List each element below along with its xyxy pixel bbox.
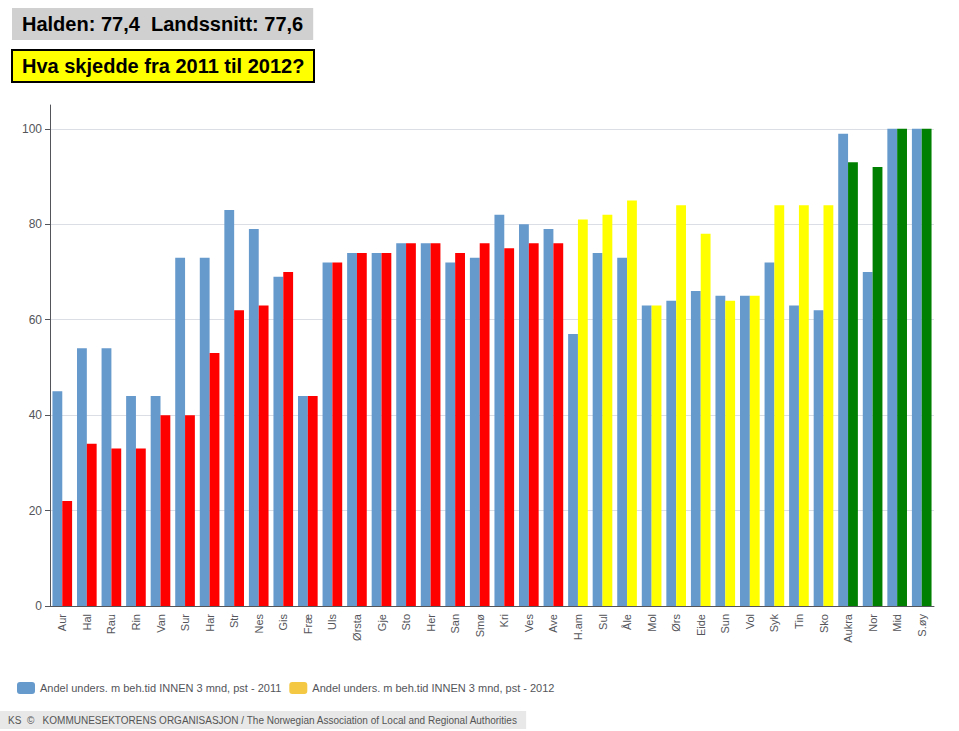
svg-text:Syk: Syk [768,614,780,633]
svg-text:Hva skjedde fra 2011 til 2012?: Hva skjedde fra 2011 til 2012? [22,55,304,77]
svg-text:Sur: Sur [179,614,191,631]
svg-text:Ørsta: Ørsta [351,613,363,641]
svg-text:Gje: Gje [376,614,388,631]
svg-text:Van: Van [155,614,167,633]
svg-text:Halden: 77,4 Landssnitt: 77,6: Halden: 77,4 Landssnitt: 77,6 [22,13,303,35]
svg-text:80: 80 [29,217,43,231]
svg-text:San: San [449,614,461,634]
svg-text:Nes: Nes [253,614,265,634]
svg-text:Uls: Uls [326,614,338,630]
svg-text:Gis: Gis [277,614,289,631]
svg-text:Kri: Kri [498,614,510,627]
svg-text:Sko: Sko [818,614,830,633]
svg-text:Mid: Mid [891,614,903,632]
svg-text:Rau: Rau [105,614,117,634]
svg-text:Andel unders. m beh.tid INNEN: Andel unders. m beh.tid INNEN 3 mnd, pst… [312,682,554,694]
svg-text:Smø: Smø [474,614,486,638]
svg-text:Hal: Hal [81,614,93,631]
svg-text:Sun: Sun [719,614,731,634]
svg-text:Str: Str [228,614,240,628]
svg-text:0: 0 [35,599,42,613]
svg-text:Sto: Sto [400,614,412,631]
svg-text:Her: Her [425,614,437,632]
svg-text:Sul: Sul [597,614,609,630]
svg-text:Ves: Ves [523,614,535,633]
svg-text:Vol: Vol [744,614,756,629]
svg-text:20: 20 [29,504,43,518]
svg-text:KS © KOMMUNESEKTORENS ORGAN: KS © KOMMUNESEKTORENS ORGANISASJON / The… [8,715,517,726]
svg-text:Mol: Mol [646,614,658,632]
svg-text:Aukra: Aukra [842,613,854,643]
svg-text:Ave: Ave [547,614,559,633]
svg-text:Andel unders. m beh.tid INNEN: Andel unders. m beh.tid INNEN 3 mnd, pst… [40,682,281,694]
svg-text:Rin: Rin [130,614,142,631]
svg-text:60: 60 [29,313,43,327]
svg-text:100: 100 [22,122,42,136]
svg-text:Nor: Nor [867,614,879,632]
svg-text:Fræ: Fræ [302,614,314,634]
svg-text:S.øy: S.øy [916,614,928,637]
svg-text:Aur: Aur [56,614,68,631]
svg-text:Eide: Eide [695,614,707,636]
svg-text:Åle: Åle [621,614,633,630]
svg-text:Ørs: Ørs [670,614,682,632]
svg-text:Tin: Tin [793,614,805,629]
svg-text:40: 40 [29,408,43,422]
svg-text:Har: Har [204,614,216,632]
svg-text:H.am: H.am [572,614,584,640]
